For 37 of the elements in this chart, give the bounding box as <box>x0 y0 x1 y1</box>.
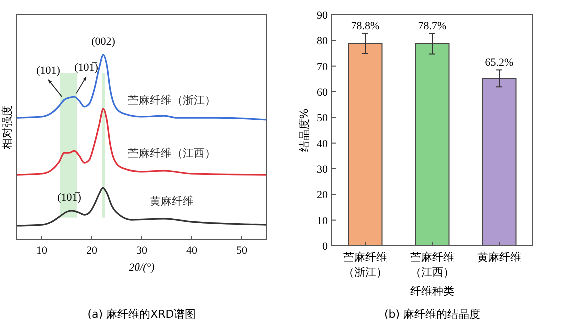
y-tick-label: 80 <box>317 36 328 48</box>
data-label: 78.7% <box>418 20 447 33</box>
x-tick-label: 40 <box>186 245 198 257</box>
bar <box>415 44 450 246</box>
x-tick-label: 黄麻纤维 <box>478 251 522 264</box>
y-tick-label: 30 <box>317 164 328 176</box>
x-tick-label: 30 <box>136 245 148 257</box>
y-tick-label: 20 <box>317 190 328 202</box>
annotation: (101) <box>36 64 61 77</box>
series-label: 苎麻纤维（江西） <box>128 146 216 160</box>
x-tick-label: 50 <box>236 245 248 257</box>
data-label: 65.2% <box>485 57 514 70</box>
bar <box>482 78 517 246</box>
x-tick-label: 10 <box>36 245 48 257</box>
bar <box>348 43 383 246</box>
annotation: (101̅) <box>58 192 82 204</box>
data-label: 78.8% <box>351 20 380 32</box>
y-tick-label: 40 <box>317 138 328 150</box>
y-axis-title: 结晶度% <box>298 108 311 152</box>
y-tick-label: 10 <box>317 215 328 228</box>
y-tick-label: 60 <box>317 87 328 99</box>
y-tick-label: 70 <box>317 61 328 74</box>
series-label: 苎麻纤维（浙江） <box>128 94 216 108</box>
annotation: (101̅) <box>74 62 99 74</box>
x-tick-label: 20 <box>86 245 98 257</box>
x-axis-title: 纤维种类 <box>410 285 454 298</box>
text: (a) 麻纤维的XRD谱图 <box>88 308 196 321</box>
y-tick-label: 50 <box>317 112 328 125</box>
y-tick-label: 90 <box>317 10 328 22</box>
annotation: (002) <box>92 36 116 48</box>
x-tick-label: 苎麻纤维（浙江） <box>344 251 388 279</box>
y-axis-title: 相对强度 <box>1 106 14 150</box>
x-axis-title: 2θ/(°) <box>129 262 156 274</box>
text: (b) 麻纤维的结晶度 <box>384 308 481 321</box>
x-tick-label: 苎麻纤维（江西） <box>410 251 454 279</box>
y-tick-label: 0 <box>322 241 328 253</box>
series-label: 黄麻纤维 <box>150 194 194 208</box>
